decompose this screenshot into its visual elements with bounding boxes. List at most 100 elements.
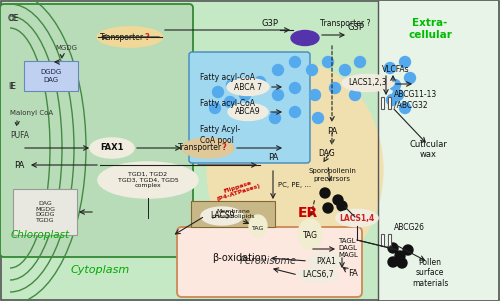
Ellipse shape (291, 30, 319, 45)
Circle shape (388, 243, 398, 253)
Ellipse shape (201, 207, 243, 225)
Circle shape (340, 64, 350, 76)
Ellipse shape (308, 253, 344, 269)
Ellipse shape (336, 209, 378, 226)
Circle shape (320, 188, 330, 198)
FancyBboxPatch shape (388, 97, 391, 109)
Circle shape (290, 57, 300, 67)
Circle shape (333, 195, 343, 205)
Bar (378, 1, 498, 300)
Text: Transporter: Transporter (100, 33, 144, 42)
Text: TAGL
DAGL
MAGL: TAGL DAGL MAGL (338, 238, 358, 258)
Text: ABCG11-13
/ABCG32: ABCG11-13 /ABCG32 (394, 90, 437, 110)
Circle shape (354, 57, 366, 67)
Text: LACS6,7: LACS6,7 (302, 271, 334, 280)
FancyBboxPatch shape (177, 227, 362, 297)
Ellipse shape (342, 75, 394, 92)
Circle shape (397, 258, 407, 268)
Text: OE: OE (8, 14, 18, 23)
Text: PA: PA (14, 160, 24, 169)
Text: DGDG
DAG: DGDG DAG (40, 70, 62, 82)
Text: Malonyl CoA: Malonyl CoA (10, 110, 53, 116)
FancyBboxPatch shape (388, 234, 391, 246)
Circle shape (240, 89, 250, 101)
Text: Transporter: Transporter (178, 144, 222, 153)
Circle shape (272, 64, 283, 76)
Text: LACS9: LACS9 (210, 212, 234, 221)
Text: IE: IE (8, 82, 15, 91)
Circle shape (337, 201, 347, 211)
Ellipse shape (90, 138, 134, 158)
Text: PA: PA (327, 128, 337, 136)
Text: PC, PE, ...: PC, PE, ... (278, 182, 312, 188)
Text: DAG: DAG (318, 148, 336, 157)
Circle shape (290, 107, 300, 117)
FancyBboxPatch shape (24, 61, 78, 91)
Ellipse shape (249, 215, 267, 237)
Circle shape (226, 79, 237, 91)
Text: TAG: TAG (252, 225, 264, 231)
Text: TAG: TAG (302, 231, 318, 240)
Text: TGD1, TGD2
TGD3, TGD4, TGD5
complex: TGD1, TGD2 TGD3, TGD4, TGD5 complex (118, 172, 178, 188)
Circle shape (306, 64, 318, 76)
Text: Membrane
phospholipids: Membrane phospholipids (211, 209, 255, 219)
Text: IE: IE (9, 82, 16, 91)
Circle shape (388, 257, 398, 267)
Text: Transporter ?: Transporter ? (0, 300, 1, 301)
Text: FAX1: FAX1 (100, 144, 124, 153)
Text: Transporter ?: Transporter ? (320, 20, 370, 29)
FancyBboxPatch shape (13, 189, 77, 235)
Text: Fatty Acyl-
CoA pool: Fatty Acyl- CoA pool (200, 125, 240, 145)
Ellipse shape (182, 138, 234, 158)
Text: ABCA 7: ABCA 7 (234, 82, 262, 92)
Circle shape (224, 97, 235, 107)
Circle shape (242, 103, 254, 113)
Text: Pollen
surface
materials: Pollen surface materials (412, 258, 448, 288)
FancyBboxPatch shape (381, 234, 384, 246)
Circle shape (272, 89, 283, 101)
Circle shape (350, 89, 360, 101)
FancyBboxPatch shape (191, 201, 275, 227)
Circle shape (330, 82, 340, 94)
Circle shape (323, 203, 333, 213)
FancyBboxPatch shape (0, 4, 193, 257)
Text: Extra-
cellular: Extra- cellular (408, 18, 452, 40)
Text: ?: ? (144, 33, 150, 42)
Ellipse shape (298, 219, 322, 249)
Text: Cuticular
wax: Cuticular wax (409, 140, 447, 160)
Circle shape (270, 113, 280, 123)
Text: Chloroplast: Chloroplast (10, 230, 70, 240)
Text: Cytoplasm: Cytoplasm (70, 265, 130, 275)
Text: Sporopollenin
precursors: Sporopollenin precursors (308, 169, 356, 182)
Text: LACS1,2,3: LACS1,2,3 (348, 79, 388, 88)
Circle shape (254, 76, 266, 88)
Circle shape (212, 86, 224, 98)
Circle shape (404, 73, 415, 83)
Ellipse shape (208, 63, 382, 278)
Circle shape (390, 79, 400, 91)
Text: ER: ER (298, 206, 318, 220)
Text: Peroxisome: Peroxisome (240, 256, 296, 266)
Text: FA: FA (348, 269, 358, 278)
Circle shape (384, 63, 396, 73)
FancyBboxPatch shape (381, 97, 384, 109)
Text: Fatty acyl-CoA: Fatty acyl-CoA (200, 73, 255, 82)
Ellipse shape (227, 79, 269, 95)
Circle shape (210, 103, 220, 113)
Text: MGDG: MGDG (55, 45, 77, 51)
Circle shape (386, 95, 398, 105)
Text: β-oxidation: β-oxidation (212, 253, 268, 263)
Text: ABCA9: ABCA9 (235, 107, 261, 116)
Text: PUFA: PUFA (10, 131, 29, 139)
Text: Fatty acyl-CoA: Fatty acyl-CoA (200, 98, 255, 107)
Circle shape (395, 251, 405, 261)
Text: VLCFAs: VLCFAs (382, 66, 409, 75)
Text: ?: ? (222, 144, 226, 153)
Circle shape (403, 245, 413, 255)
Ellipse shape (228, 104, 268, 120)
Circle shape (310, 89, 320, 101)
Circle shape (400, 103, 410, 113)
Ellipse shape (98, 27, 162, 47)
Text: PXA1: PXA1 (316, 256, 336, 265)
Ellipse shape (298, 268, 338, 283)
